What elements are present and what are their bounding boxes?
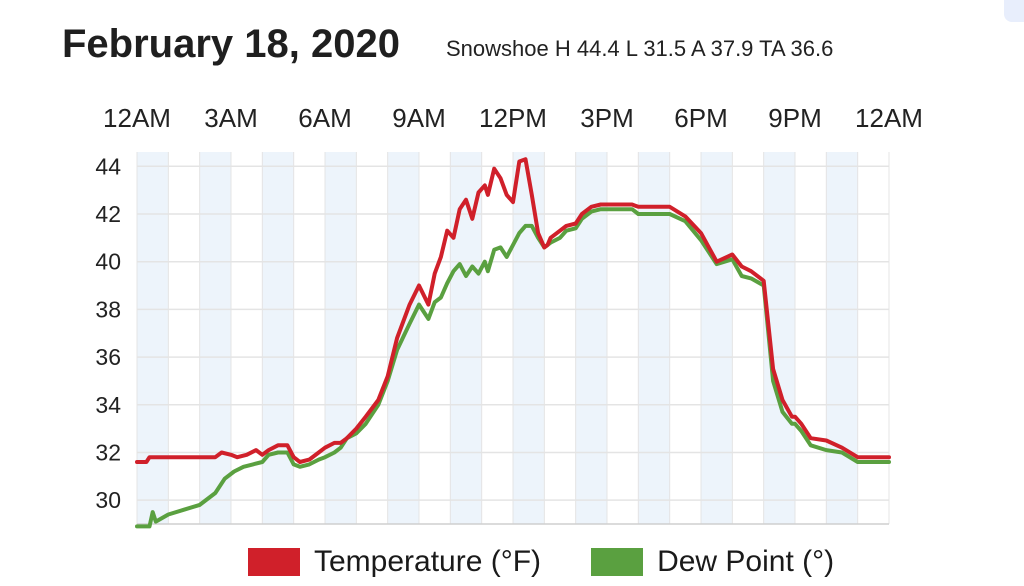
dewpoint-swatch xyxy=(591,548,644,576)
x-tick-label: 12AM xyxy=(855,103,923,133)
y-tick-label: 34 xyxy=(95,392,121,418)
legend-dewpoint[interactable]: Dew Point (°) xyxy=(591,545,834,579)
grid-lines xyxy=(136,152,890,525)
x-tick-label: 6PM xyxy=(674,103,727,133)
station-summary: Snowshoe H 44.4 L 31.5 A 37.9 TA 36.6 xyxy=(446,36,834,61)
window-corner-tab xyxy=(1004,0,1024,22)
y-tick-label: 42 xyxy=(95,201,121,227)
chart-legend: Temperature (°F) Dew Point (°) xyxy=(248,545,884,579)
weather-chart: 12AM 3AM 6AM 9AM 12PM 3PM 6PM 9PM 12AM 303234363… xyxy=(95,103,923,529)
dewpoint-legend-label: Dew Point (°) xyxy=(657,545,835,578)
y-axis-ticks: 30 32 34 36 38 40 42 44 xyxy=(95,153,121,513)
hour-band xyxy=(450,152,482,524)
temperature-swatch xyxy=(248,548,300,576)
x-axis-ticks: 12AM 3AM 6AM 9AM 12PM 3PM 6PM 9PM 12AM xyxy=(103,103,923,133)
dewpoint-line xyxy=(135,207,891,529)
hour-band xyxy=(701,152,733,524)
x-tick-label: 3AM xyxy=(204,103,257,133)
x-tick-label: 9AM xyxy=(392,103,445,133)
y-tick-label: 38 xyxy=(95,296,121,322)
y-tick-label: 44 xyxy=(95,153,121,179)
series-lines xyxy=(135,157,891,529)
x-tick-label: 9PM xyxy=(768,103,821,133)
x-tick-label: 3PM xyxy=(580,103,633,133)
hour-band xyxy=(137,152,169,524)
hour-band xyxy=(826,152,858,524)
chart-date-title: February 18, 2020 xyxy=(62,22,400,66)
x-tick-label: 6AM xyxy=(298,103,351,133)
hour-band xyxy=(513,152,545,524)
hour-band xyxy=(262,152,294,524)
temperature-legend-label: Temperature (°F) xyxy=(314,545,542,578)
y-tick-label: 40 xyxy=(95,249,121,275)
y-tick-label: 32 xyxy=(95,439,121,465)
legend-temperature[interactable]: Temperature (°F) xyxy=(248,545,541,579)
hour-band xyxy=(199,152,231,524)
y-tick-label: 30 xyxy=(95,487,121,513)
x-tick-label: 12PM xyxy=(479,103,547,133)
y-tick-label: 36 xyxy=(95,344,121,370)
temperature-line xyxy=(135,157,891,464)
hour-band xyxy=(325,152,357,524)
x-tick-label: 12AM xyxy=(103,103,171,133)
